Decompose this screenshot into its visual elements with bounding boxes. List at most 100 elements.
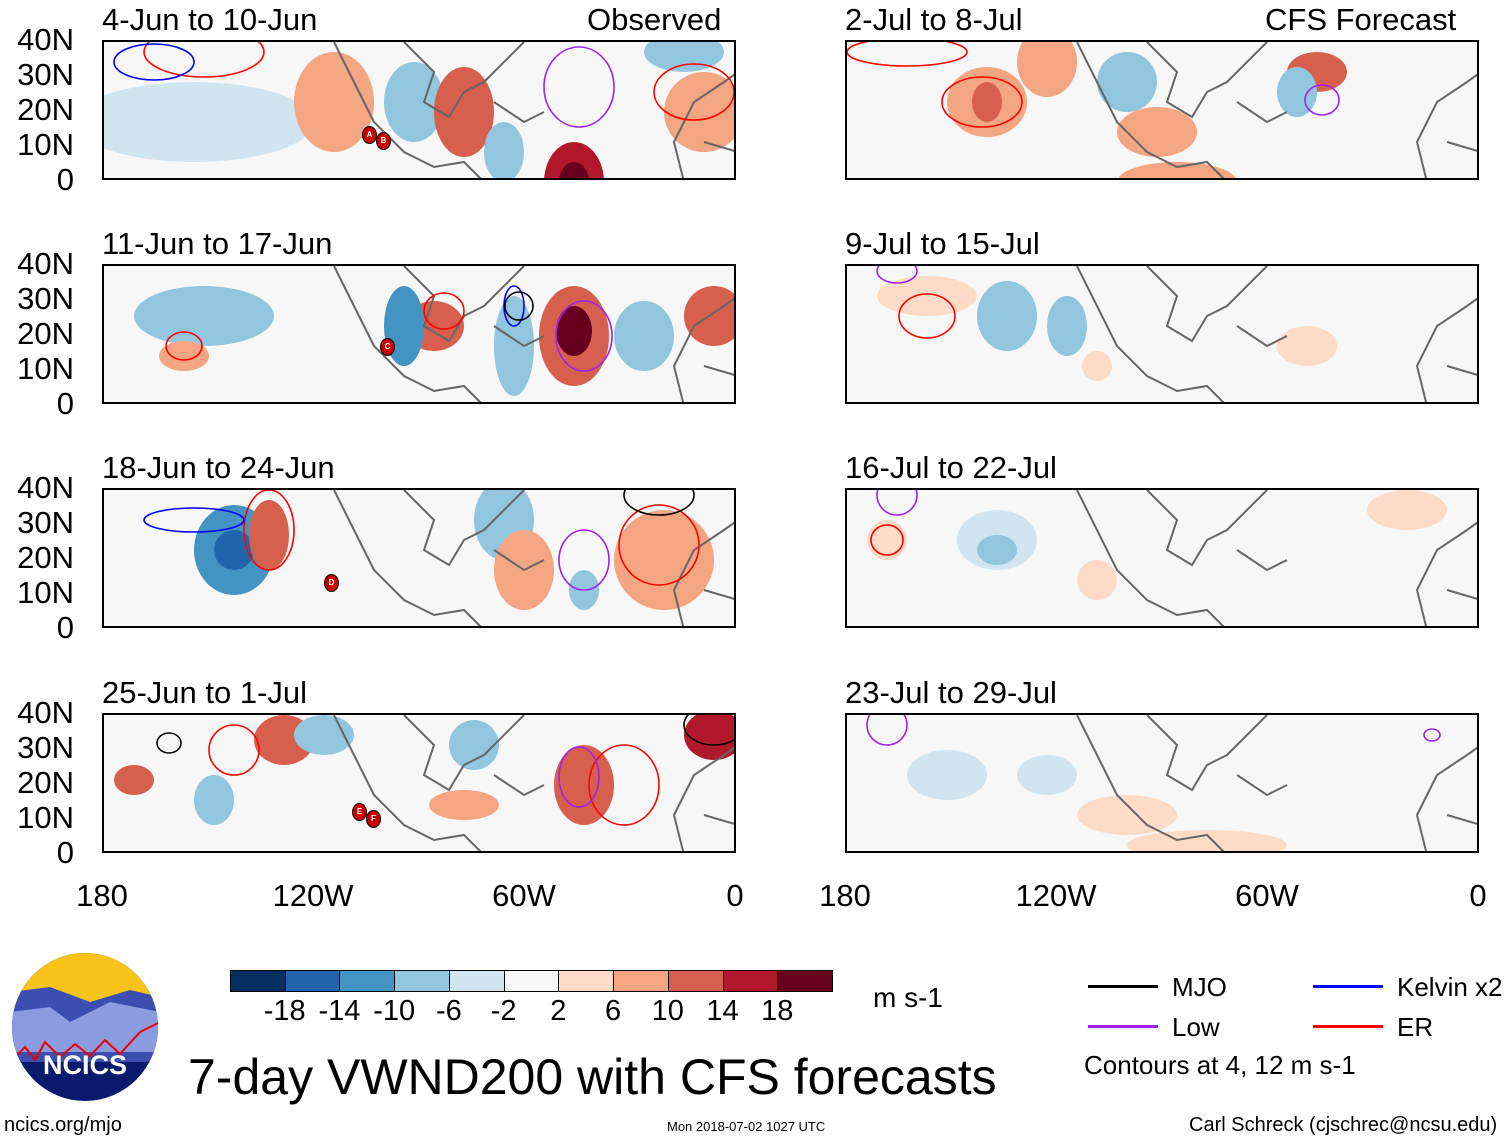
- anomaly-shading: [1097, 52, 1157, 112]
- anomaly-shading: [544, 142, 604, 178]
- anomaly-shading: [972, 82, 1002, 122]
- anomaly-map: [143, 490, 734, 626]
- legend-label: ER: [1397, 1012, 1434, 1042]
- x-axis-label: 120W: [1015, 878, 1097, 913]
- wave-contour: [618, 504, 700, 586]
- wave-contour: [503, 285, 525, 327]
- wave-contour: [543, 46, 615, 128]
- wave-contour: [558, 529, 610, 591]
- y-axis-label: 10N: [17, 800, 74, 835]
- y-axis-label: 0: [56, 162, 74, 197]
- y-axis-label: 40N: [17, 470, 74, 505]
- colorbar-tick-label: 18: [761, 995, 794, 1027]
- panel-title: 18-Jun to 24-Jun: [102, 450, 335, 485]
- colorbar-swatch: [777, 970, 833, 992]
- y-axis-label: 30N: [17, 730, 74, 765]
- figure-title: 7-day VWND200 with CFS forecasts: [188, 1049, 997, 1105]
- coastline: [1076, 42, 1477, 178]
- anomaly-map: [866, 715, 1477, 851]
- wave-contour: [876, 490, 918, 516]
- tropical-cyclone-marker: F: [366, 810, 381, 828]
- svg-text:NCICS: NCICS: [43, 1050, 127, 1080]
- colorbar-tick-label: -2: [490, 995, 517, 1027]
- footer-timestamp: Mon 2018-07-02 1027 UTC: [667, 1119, 826, 1134]
- x-axis-label: 120W: [272, 878, 354, 913]
- anomaly-shading: [429, 790, 499, 820]
- anomaly-shading: [494, 296, 534, 396]
- anomaly-map: [134, 266, 734, 402]
- colorbar-swatch: [448, 970, 505, 992]
- wave-contour: [555, 300, 613, 372]
- anomaly-shading: [554, 745, 614, 825]
- y-axis-label: 20N: [17, 316, 74, 351]
- wave-contour: [143, 42, 265, 78]
- wave-contour: [165, 331, 203, 361]
- colorbar-tick-label: 6: [605, 995, 622, 1027]
- panel-title: 4-Jun to 10-Jun: [102, 2, 318, 37]
- anomaly-shading: [114, 765, 154, 795]
- anomaly-shading: [449, 720, 499, 770]
- observed-header: Observed: [587, 2, 722, 37]
- coastline: [1076, 266, 1477, 402]
- colorbar-swatch: [339, 970, 396, 992]
- tropical-cyclone-marker: B: [376, 132, 391, 150]
- colorbar-tick-label: 10: [651, 995, 684, 1027]
- anomaly-shading: [384, 62, 444, 142]
- x-axis-label: 0: [1469, 878, 1487, 913]
- anomaly-shading: [134, 286, 274, 346]
- panel-title: 9-Jul to 15-Jul: [845, 226, 1040, 261]
- anomaly-shading: [1277, 67, 1317, 117]
- wave-contour: [243, 490, 295, 571]
- anomaly-map: [876, 266, 1477, 402]
- anomaly-shading: [1367, 490, 1447, 530]
- y-axis-label: 0: [56, 386, 74, 421]
- colorbar-tick-label: -6: [436, 995, 462, 1027]
- observed-map-panel: C: [102, 264, 736, 404]
- anomaly-shading: [1118, 162, 1236, 178]
- wave-contour: [113, 43, 195, 81]
- anomaly-shading: [977, 281, 1037, 351]
- legend-line: [1088, 985, 1158, 988]
- anomaly-shading: [1082, 351, 1112, 381]
- colorbar-swatch: [667, 970, 724, 992]
- tropical-cyclone-marker: C: [380, 338, 395, 356]
- coastline: [333, 266, 734, 402]
- y-axis-label: 20N: [17, 540, 74, 575]
- anomaly-shading: [1127, 830, 1287, 851]
- wave-contour: [143, 507, 245, 533]
- anomaly-shading: [559, 162, 589, 178]
- coastline: [333, 715, 734, 851]
- legend-line: [1088, 1025, 1158, 1028]
- wave-contour: [876, 266, 918, 284]
- wave-contour: [866, 715, 908, 746]
- colorbar-tick-label: -18: [263, 995, 306, 1027]
- x-axis-label: 0: [726, 878, 744, 913]
- anomaly-map: [114, 715, 734, 851]
- colorbar-swatch: [230, 970, 286, 992]
- colorbar-swatch: [394, 970, 450, 992]
- wave-contour: [156, 732, 182, 754]
- anomaly-shading: [484, 122, 524, 178]
- anomaly-shading: [1047, 296, 1087, 356]
- wave-contour: [558, 746, 600, 808]
- anomaly-shading: [684, 715, 734, 760]
- anomaly-shading: [194, 775, 234, 825]
- wave-contour: [653, 63, 734, 121]
- wave-contour: [898, 293, 956, 339]
- footer-url[interactable]: ncics.org/mjo: [4, 1114, 122, 1136]
- coastline: [333, 42, 734, 178]
- colorbar-tick-label: -10: [373, 995, 416, 1027]
- panel-title: 25-Jun to 1-Jul: [102, 675, 308, 710]
- wave-contour: [1423, 728, 1441, 742]
- legend-label: Low: [1172, 1012, 1220, 1042]
- wave-contour: [208, 724, 260, 776]
- y-axis-label: 0: [56, 610, 74, 645]
- forecast-map-panel: [845, 713, 1479, 853]
- y-axis-label: 10N: [17, 351, 74, 386]
- y-axis-label: 20N: [17, 765, 74, 800]
- colorbar-swatch: [613, 970, 669, 992]
- anomaly-shading: [294, 52, 374, 152]
